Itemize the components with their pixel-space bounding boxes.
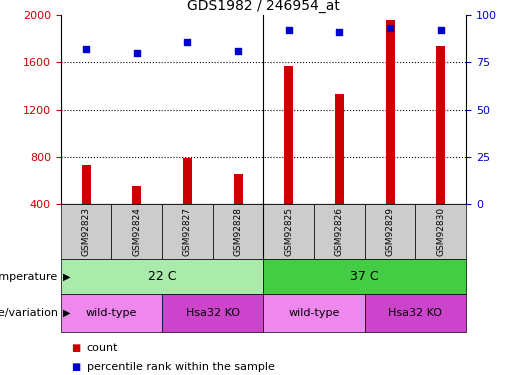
Text: percentile rank within the sample: percentile rank within the sample: [87, 362, 274, 372]
Bar: [213, 204, 263, 259]
Bar: [263, 204, 314, 259]
Bar: [61, 259, 263, 294]
Bar: [132, 186, 141, 204]
Bar: [386, 20, 394, 204]
Point: [285, 27, 293, 33]
Text: wild-type: wild-type: [288, 308, 340, 318]
Text: GSM92826: GSM92826: [335, 207, 344, 256]
Point: [437, 27, 445, 33]
Point: [234, 48, 242, 54]
Bar: [436, 46, 445, 204]
Bar: [335, 94, 344, 204]
Text: ■: ■: [71, 362, 80, 372]
Point: [386, 25, 394, 31]
Text: GSM92827: GSM92827: [183, 207, 192, 256]
Text: GSM92824: GSM92824: [132, 207, 141, 256]
Text: ■: ■: [71, 343, 80, 353]
Bar: [183, 158, 192, 204]
Bar: [284, 66, 294, 204]
Bar: [61, 204, 111, 259]
Bar: [365, 204, 416, 259]
Bar: [263, 259, 466, 294]
Text: GSM92825: GSM92825: [284, 207, 293, 256]
Text: count: count: [87, 343, 118, 353]
Text: GSM92828: GSM92828: [234, 207, 243, 256]
Text: Hsa32 KO: Hsa32 KO: [186, 308, 240, 318]
Bar: [233, 174, 243, 204]
Bar: [111, 204, 162, 259]
Text: wild-type: wild-type: [85, 308, 137, 318]
Text: ▶: ▶: [63, 272, 71, 282]
Point: [183, 39, 192, 45]
Text: Hsa32 KO: Hsa32 KO: [388, 308, 442, 318]
Text: genotype/variation: genotype/variation: [0, 308, 58, 318]
Point: [82, 46, 90, 52]
Bar: [162, 204, 213, 259]
Text: ▶: ▶: [63, 308, 71, 318]
Text: GSM92823: GSM92823: [81, 207, 91, 256]
Bar: [61, 294, 162, 332]
Bar: [81, 165, 91, 204]
Bar: [162, 294, 263, 332]
Text: temperature: temperature: [0, 272, 58, 282]
Bar: [416, 204, 466, 259]
Text: GSM92830: GSM92830: [436, 207, 445, 256]
Text: GSM92829: GSM92829: [386, 207, 394, 256]
Text: 22 C: 22 C: [148, 270, 176, 283]
Point: [335, 29, 344, 35]
Bar: [314, 204, 365, 259]
Title: GDS1982 / 246954_at: GDS1982 / 246954_at: [187, 0, 340, 13]
Text: 37 C: 37 C: [350, 270, 379, 283]
Bar: [365, 294, 466, 332]
Bar: [263, 294, 365, 332]
Point: [133, 50, 141, 56]
